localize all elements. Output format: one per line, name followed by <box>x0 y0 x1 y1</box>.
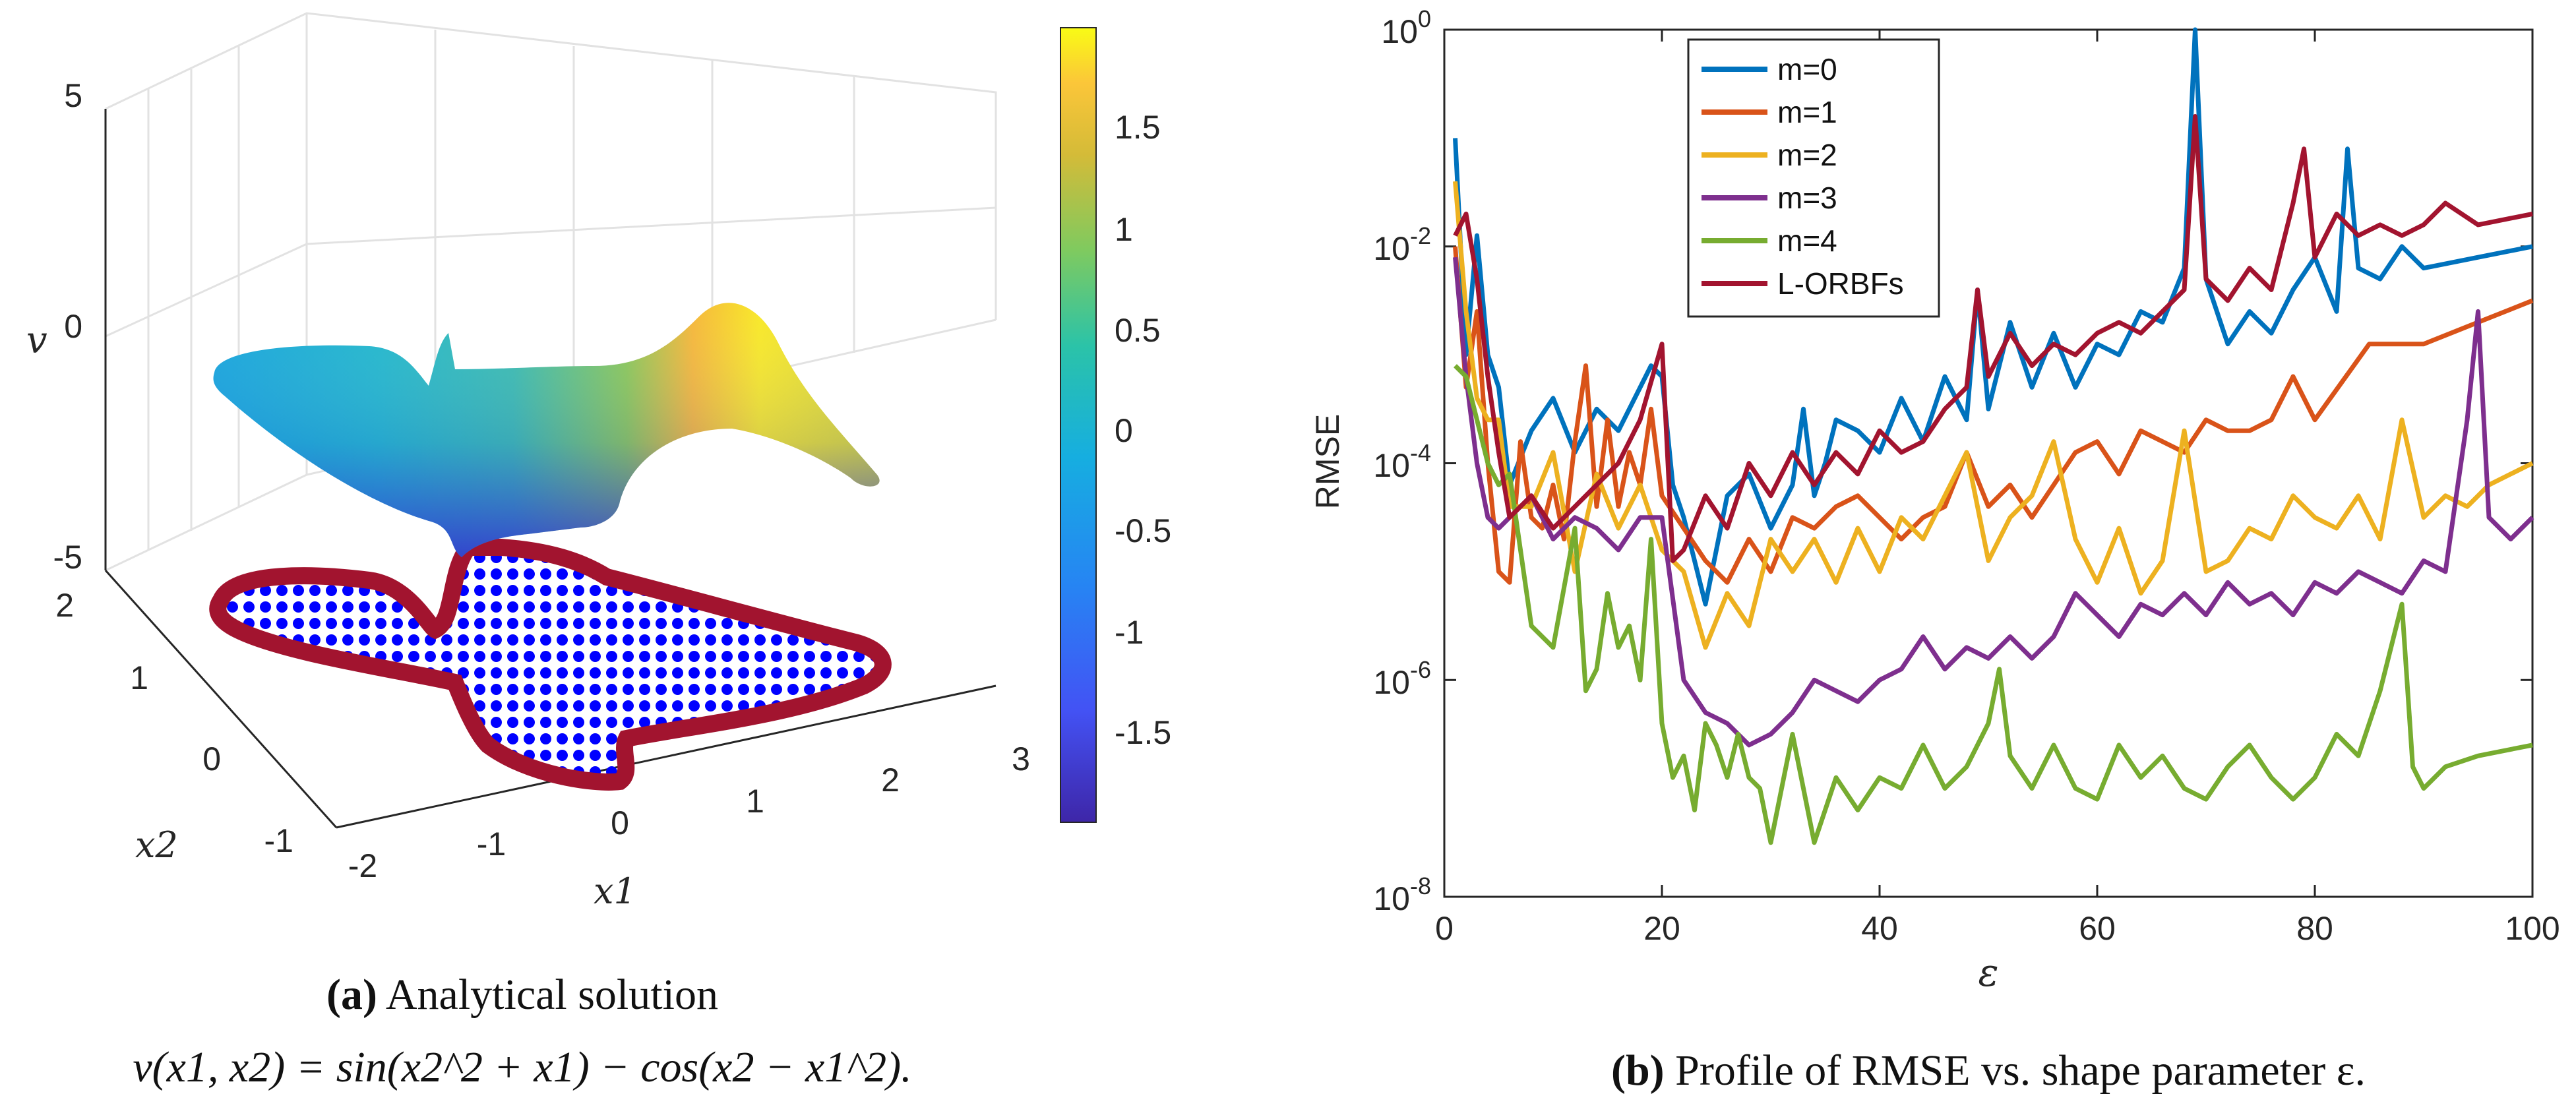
caption-b-letter: (b) <box>1611 1046 1665 1095</box>
x-axis-label-b: ε <box>1978 950 1998 995</box>
caption-a-line1: (a) Analytical solution <box>326 971 718 1019</box>
x-tick-neg1: -1 <box>477 826 506 862</box>
cbar-tick-1.5: 1.5 <box>1115 109 1161 146</box>
series-line-m-3 <box>1453 257 2534 748</box>
legend-label: m=4 <box>1777 224 1837 258</box>
series-line-m-2 <box>1453 181 2534 650</box>
legend-label: m=3 <box>1777 181 1837 215</box>
xtick-20: 20 <box>1643 910 1680 947</box>
legend: m=0 m=1 m=2 m=3 m=4 L-ORBFs <box>1687 38 1940 318</box>
series-lines <box>1453 27 2534 845</box>
ytick-1e0: 100 <box>1381 5 1431 50</box>
x-tick-1: 1 <box>746 783 764 820</box>
x-tick-neg2: -2 <box>348 847 377 884</box>
panel-a-3d-plot: 5 0 -5 v 2 1 0 -1 x2 -2 -1 0 1 2 3 x1 1.… <box>26 12 1171 1091</box>
panel-b-line-plot: 100 10-2 10-4 10-6 10-8 0 20 40 60 80 10… <box>1309 5 2560 1095</box>
cbar-tick-1: 1 <box>1115 211 1133 248</box>
xtick-100: 100 <box>2505 910 2560 947</box>
legend-box <box>1687 38 1940 318</box>
ytick-1e-8: 10-8 <box>1373 872 1431 917</box>
cbar-tick-neg1.5: -1.5 <box>1115 714 1171 751</box>
cbar-tick-0.5: 0.5 <box>1115 312 1161 349</box>
series-line-m-1 <box>1453 246 2534 585</box>
3d-axis-lines <box>104 109 997 829</box>
plot-area-b <box>1443 28 2534 898</box>
ytick-1e-4: 10-4 <box>1373 439 1431 484</box>
xtick-40: 40 <box>1861 910 1898 947</box>
y-tick-2: 2 <box>55 587 74 624</box>
y-axis-label-b: RMSE <box>1309 414 1346 509</box>
legend-label: m=1 <box>1777 95 1837 129</box>
y-tick-neg1: -1 <box>264 822 293 859</box>
y-axis-label: x2 <box>135 824 178 866</box>
z-tick-5: 5 <box>64 77 82 114</box>
ytick-1e-6: 10-6 <box>1373 656 1431 701</box>
y-tick-1: 1 <box>130 659 148 696</box>
cbar-tick-neg0.5: -0.5 <box>1115 512 1171 549</box>
series-line-m-4 <box>1454 364 2533 845</box>
xtick-80: 80 <box>2296 910 2333 947</box>
y-tick-0: 0 <box>202 741 221 777</box>
series-line-l-orbfs <box>1453 114 2533 563</box>
xtick-60: 60 <box>2079 910 2116 947</box>
z-tick-neg5: -5 <box>53 539 82 576</box>
caption-b: (b) Profile of RMSE vs. shape parameter … <box>1611 1046 2366 1095</box>
cbar-tick-0: 0 <box>1115 412 1133 449</box>
x-tick-0: 0 <box>611 804 629 841</box>
legend-label: m=2 <box>1777 138 1837 172</box>
caption-a-formula: v(x1, x2) = sin(x2^2 + x1) − cos(x2 − x1… <box>133 1043 911 1091</box>
legend-label: m=0 <box>1777 52 1837 86</box>
surface <box>213 303 880 557</box>
caption-a-letter: (a) <box>326 971 377 1019</box>
colorbar <box>1060 27 1097 823</box>
x-tick-2: 2 <box>881 762 900 799</box>
xtick-0: 0 <box>1435 910 1454 947</box>
ytick-1e-2: 10-2 <box>1373 222 1431 267</box>
x-axis-label: x1 <box>594 870 636 912</box>
z-axis-label: v <box>26 319 47 362</box>
z-tick-0: 0 <box>64 308 82 345</box>
x-tick-3: 3 <box>1012 741 1030 777</box>
legend-label: L-ORBFs <box>1777 266 1904 301</box>
cbar-tick-neg1: -1 <box>1115 614 1144 651</box>
domain-boundary <box>209 539 892 791</box>
